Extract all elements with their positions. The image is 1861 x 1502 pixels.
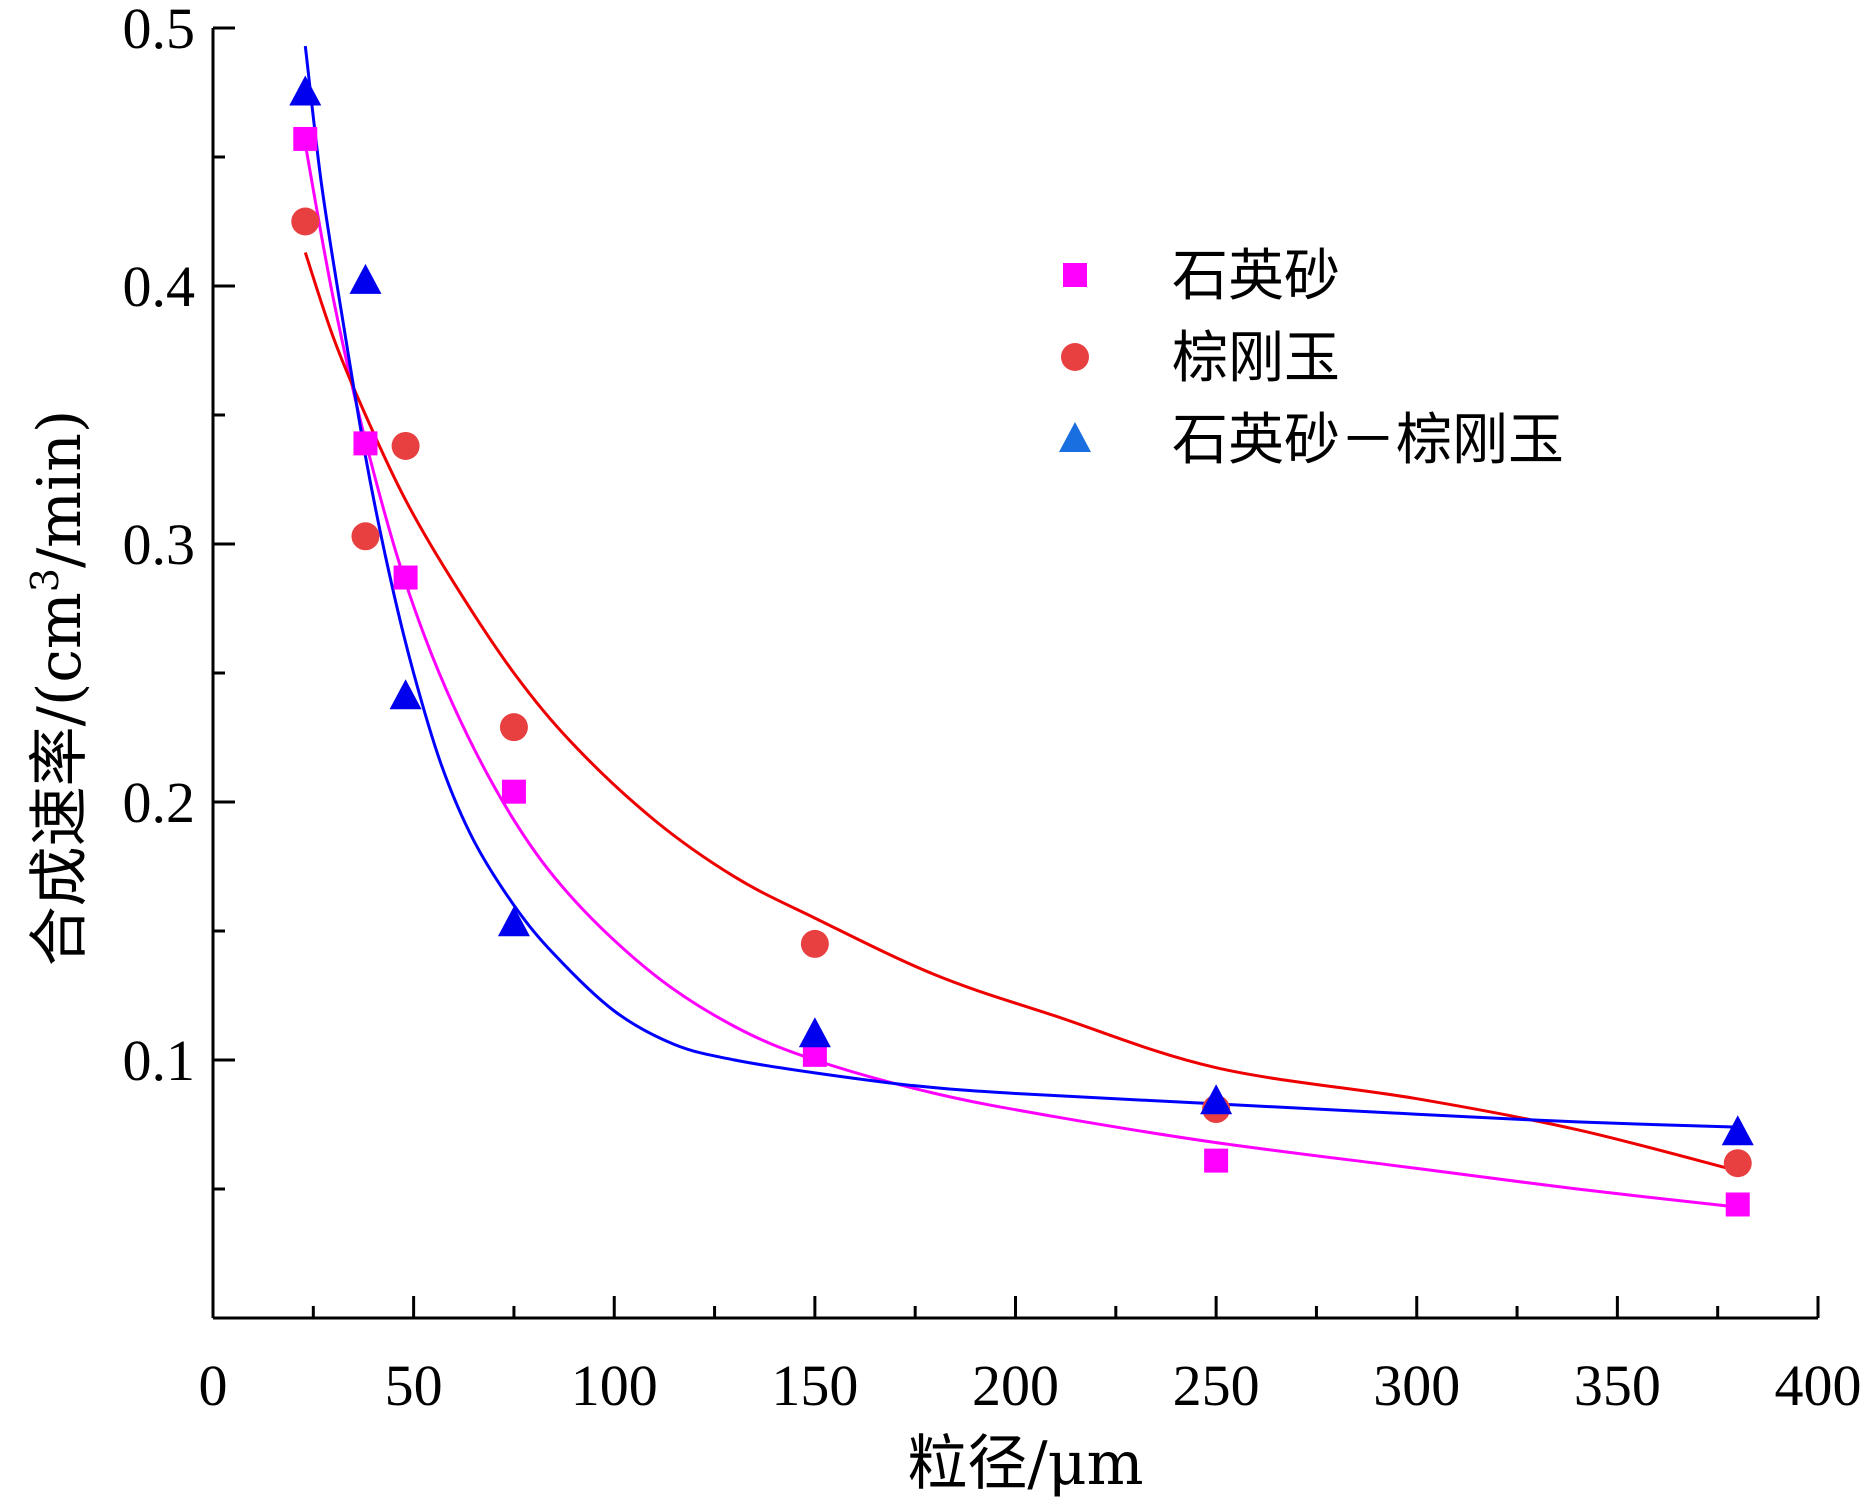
y-axis-title-prefix: 合成速率/(cm (25, 592, 95, 966)
data-point-square (1725, 1192, 1750, 1217)
fit-curve-square (303, 143, 1738, 1209)
y-tick-label: 0.2 (123, 770, 196, 835)
legend-marker-triangle (1059, 422, 1091, 452)
data-point-circle (391, 431, 420, 460)
y-tick-label: 0.4 (123, 254, 196, 319)
y-axis-title: 合成速率/(cm3/min) (23, 410, 95, 967)
x-tick-label: 150 (771, 1353, 858, 1418)
x-tick-label: 50 (385, 1353, 443, 1418)
data-point-triangle (1721, 1115, 1754, 1146)
x-tick-label: 100 (571, 1353, 658, 1418)
fit-curves (303, 45, 1739, 1209)
axes: 0 50 100 150 200 250 300 350 400 0.1 0.2 0.3 0.4 0.5 (123, 0, 1861, 1418)
legend-marker-square (1063, 263, 1087, 287)
legend-label: 石英砂－棕刚玉 (1172, 408, 1564, 473)
data-point-triangle (497, 906, 530, 937)
data-point-square (353, 431, 378, 456)
legend-label: 石英砂 (1172, 244, 1340, 309)
x-tick-label: 0 (199, 1353, 228, 1418)
data-point-triangle (798, 1017, 831, 1048)
data-point-circle (499, 713, 528, 742)
y-tick-label: 0.3 (123, 512, 196, 577)
data-point-square (1204, 1148, 1229, 1173)
x-axis-title: 粒径/μm (907, 1429, 1143, 1499)
data-point-square (393, 565, 418, 590)
data-point-square (501, 779, 526, 804)
data-point-circle (351, 522, 380, 551)
fit-curve-triangle (303, 45, 1738, 1129)
fit-curve-circle (303, 252, 1739, 1173)
data-point-circle (291, 207, 320, 236)
x-tick-label: 400 (1775, 1353, 1861, 1418)
data-points (289, 75, 1754, 1217)
data-point-triangle (1200, 1084, 1233, 1115)
data-point-triangle (349, 263, 382, 294)
y-tick-label: 0.5 (123, 0, 196, 61)
data-point-circle (800, 929, 829, 958)
x-tick-label: 300 (1373, 1353, 1460, 1418)
x-tick-label: 350 (1574, 1353, 1661, 1418)
data-point-square (293, 126, 318, 151)
data-point-circle (1723, 1149, 1752, 1178)
x-tick-label: 250 (1173, 1353, 1260, 1418)
x-tick-label: 200 (972, 1353, 1059, 1418)
legend-marker-circle (1061, 343, 1089, 371)
y-tick-label: 0.1 (123, 1028, 196, 1093)
y-axis-title-suffix: /min) (25, 410, 95, 568)
y-axis-title-sup: 3 (23, 568, 67, 592)
data-point-triangle (389, 679, 422, 710)
data-point-triangle (289, 75, 322, 106)
legend-label: 棕刚玉 (1172, 326, 1340, 391)
